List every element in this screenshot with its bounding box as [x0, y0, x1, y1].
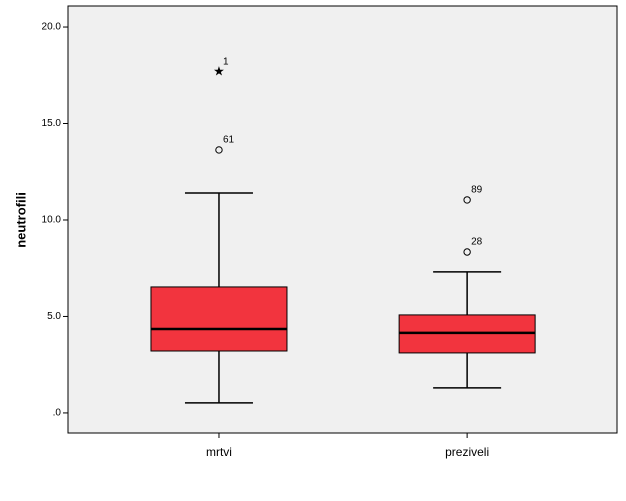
- outlier: [215, 146, 223, 154]
- outlier: ★: [213, 63, 225, 78]
- y-tick-label: 15.0: [42, 118, 62, 129]
- box: [150, 286, 288, 352]
- x-tick-label: mrtvi: [206, 445, 232, 459]
- plot-area: [67, 5, 618, 434]
- outlier-label: 89: [471, 185, 483, 196]
- outlier-label: 1: [223, 57, 229, 68]
- y-tick-label: .0: [53, 408, 62, 419]
- y-tick-label: 10.0: [42, 215, 62, 226]
- outlier: [463, 196, 471, 204]
- outlier-label: 61: [223, 135, 235, 146]
- y-tick-label: 20.0: [42, 22, 62, 33]
- outlier-label: 28: [471, 237, 483, 248]
- outlier: [463, 248, 471, 256]
- y-tick-label: 5.0: [47, 311, 61, 322]
- x-tick-label: preziveli: [445, 445, 489, 459]
- y-axis-label: neutrofili: [13, 192, 28, 248]
